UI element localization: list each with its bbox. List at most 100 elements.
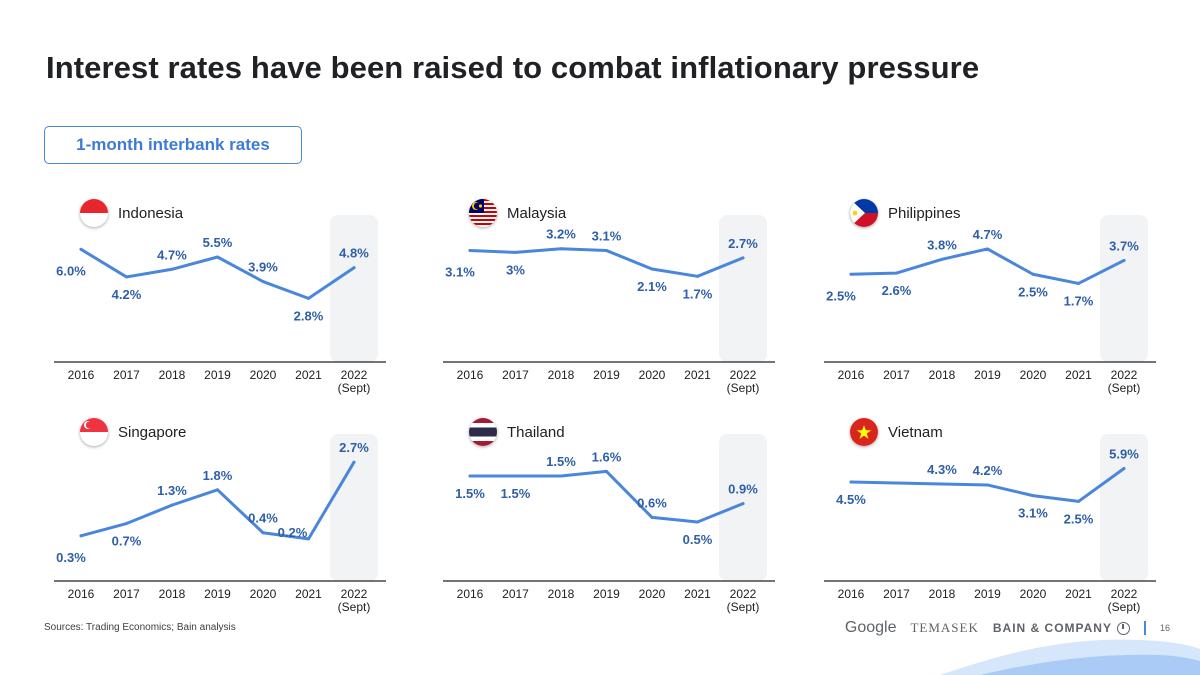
data-point: [352, 266, 356, 270]
data-label: 4.5%: [836, 492, 866, 507]
line-chart: 1.5% 1.5% 1.5% 1.6% 0.6% 0.5% 0.9% 2016 2017 2018…: [443, 434, 775, 614]
data-point: [125, 275, 128, 279]
data-label: 1.5%: [546, 454, 576, 469]
data-point: [1122, 258, 1126, 262]
data-label: 4.2%: [112, 287, 142, 302]
data-label: 2.5%: [1064, 511, 1094, 526]
data-point: [261, 280, 265, 284]
x-tick-label: 2016: [68, 368, 95, 382]
x-tick-label: 2018: [929, 368, 956, 382]
data-point: [940, 257, 944, 261]
data-point: [307, 537, 310, 541]
data-label: 3%: [506, 262, 525, 277]
data-point: [895, 481, 898, 485]
x-tick-label: 2021: [684, 368, 711, 382]
page-number: 16: [1159, 623, 1170, 633]
data-point: [849, 480, 853, 484]
x-tick-label: 2016: [838, 368, 865, 382]
data-point: [468, 249, 472, 253]
singapore-flag-icon: [80, 418, 108, 446]
data-label: 1.6%: [592, 449, 622, 464]
data-label: 0.2%: [278, 525, 308, 540]
country-name: Indonesia: [118, 204, 184, 222]
chart-panel-malaysia: Malaysia 3.1% 3% 3.2% 3.1% 2.1% 1.7% 2.7% 2016 2…: [435, 198, 785, 428]
data-label: 4.3%: [927, 462, 957, 477]
x-tick-label: (Sept): [1108, 381, 1141, 395]
data-label: 1.5%: [501, 486, 531, 501]
data-point: [1077, 499, 1080, 503]
data-point: [605, 249, 608, 253]
line-chart: 0.3% 0.7% 1.3% 1.8% 0.4%0.2% 2.7% 2016 2017 2018…: [54, 434, 386, 614]
line-chart: 6.0% 4.2% 4.7% 5.5% 3.9% 2.8% 4.8% 2016 2017 2018…: [54, 215, 386, 395]
x-tick-label: 2017: [113, 368, 140, 382]
data-label: 0.6%: [637, 495, 667, 510]
data-label: 5.5%: [203, 235, 233, 250]
bain-clock-icon: [1116, 621, 1130, 635]
data-label: 1.7%: [683, 286, 713, 301]
x-tick-label: 2017: [883, 587, 910, 601]
data-label: 2.1%: [637, 279, 667, 294]
data-label: 1.7%: [1064, 293, 1094, 308]
x-tick-label: 2019: [974, 587, 1001, 601]
highlight-band: [1100, 434, 1148, 581]
data-label: 1.8%: [203, 468, 233, 483]
data-point: [849, 272, 853, 276]
x-tick-label: 2020: [1020, 368, 1047, 382]
x-tick-label: 2020: [250, 587, 277, 601]
chart-panel-thailand: Thailand 1.5% 1.5% 1.5% 1.6% 0.6% 0.5% 0.9% 201…: [435, 417, 785, 647]
x-tick-label: (Sept): [727, 381, 760, 395]
data-point: [79, 247, 83, 251]
x-tick-label: 2020: [639, 587, 666, 601]
data-label: 6.0%: [56, 263, 86, 278]
country-name: Vietnam: [888, 423, 943, 441]
x-tick-label: 2018: [929, 587, 956, 601]
data-label: 2.7%: [339, 440, 369, 455]
data-label: 2.6%: [882, 283, 912, 298]
data-label: 0.5%: [683, 532, 713, 547]
philippines-flag-icon: [850, 199, 878, 227]
data-point: [940, 482, 944, 486]
data-label: 0.3%: [56, 550, 86, 565]
x-tick-label: 2022: [341, 368, 368, 382]
data-point: [559, 474, 563, 478]
google-logo: Google: [844, 619, 897, 636]
data-point: [1122, 466, 1126, 470]
data-label: 2.8%: [294, 308, 324, 323]
highlight-band: [330, 434, 378, 581]
data-point: [895, 271, 898, 275]
data-point: [741, 256, 745, 260]
vietnam-flag-icon: [850, 418, 878, 446]
x-tick-label: 2017: [502, 587, 529, 601]
data-point: [514, 474, 517, 478]
data-point: [216, 488, 219, 492]
data-label: 3.8%: [927, 237, 957, 252]
temasek-logo: TEMASEK: [910, 620, 979, 635]
data-label: 4.7%: [973, 227, 1003, 242]
data-label: 4.7%: [157, 247, 187, 262]
data-label: 2.7%: [728, 236, 758, 251]
x-tick-label: 2021: [1065, 368, 1092, 382]
data-point: [1031, 272, 1035, 276]
x-tick-label: 2016: [838, 587, 865, 601]
x-tick-label: 2022: [1111, 587, 1138, 601]
indonesia-flag-icon: [80, 199, 108, 227]
x-tick-label: 2022: [341, 587, 368, 601]
x-tick-label: (Sept): [338, 600, 371, 614]
data-label: 2.5%: [1018, 284, 1048, 299]
data-label: 2.5%: [826, 288, 856, 303]
country-name: Philippines: [888, 204, 961, 222]
x-tick-label: 2022: [730, 368, 757, 382]
x-tick-label: 2016: [68, 587, 95, 601]
thailand-flag-icon: [469, 418, 497, 446]
data-label: 1.3%: [157, 483, 187, 498]
x-tick-label: 2017: [113, 587, 140, 601]
highlight-band: [1100, 215, 1148, 362]
footer-logos: Google TEMASEK BAIN & COMPANY 16: [845, 619, 1170, 637]
data-label: 4.8%: [339, 246, 369, 261]
data-point: [696, 274, 699, 278]
data-point: [650, 267, 654, 271]
x-tick-label: 2017: [502, 368, 529, 382]
data-point: [1031, 494, 1035, 498]
bain-logo-text: BAIN & COMPANY: [992, 621, 1112, 635]
data-label: 4.2%: [973, 463, 1003, 478]
